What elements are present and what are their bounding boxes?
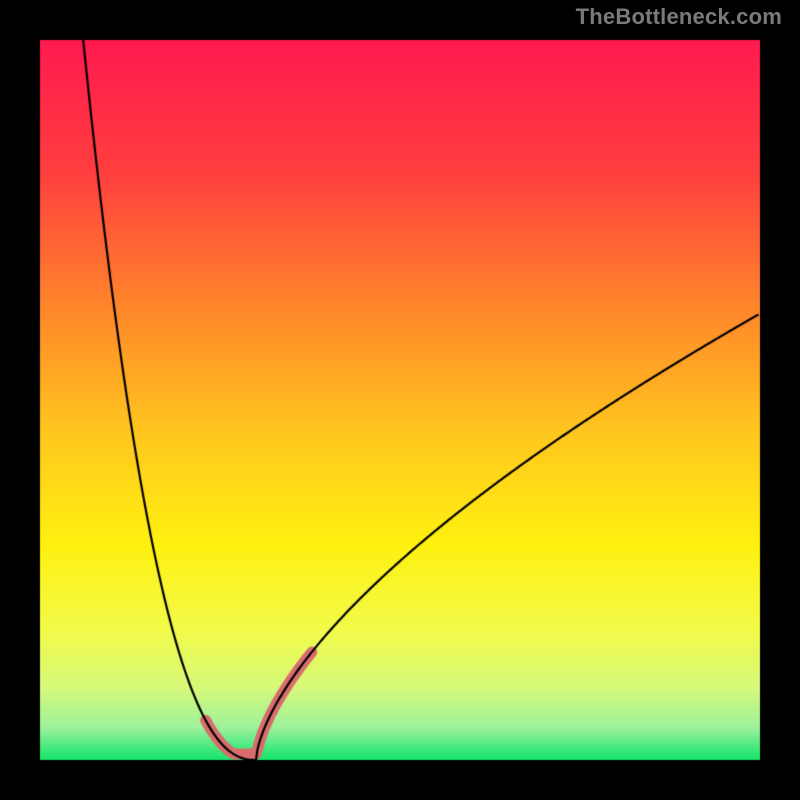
bottleneck-chart [0, 0, 800, 800]
